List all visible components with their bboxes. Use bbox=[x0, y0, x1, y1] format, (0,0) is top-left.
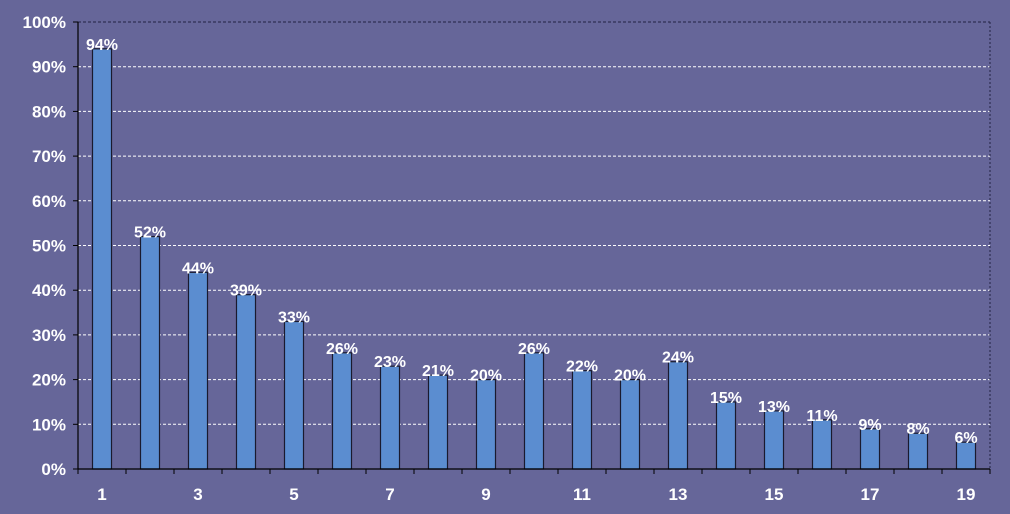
bar bbox=[331, 352, 353, 470]
data-label: 21% bbox=[422, 363, 454, 380]
bar bbox=[667, 361, 689, 470]
y-tick-label: 60% bbox=[32, 192, 66, 211]
y-tick-label: 20% bbox=[32, 371, 66, 390]
data-label: 11% bbox=[806, 408, 837, 425]
data-label: 24% bbox=[662, 350, 694, 367]
bar bbox=[139, 235, 161, 470]
bar bbox=[379, 365, 401, 470]
x-tick-label: 5 bbox=[289, 485, 298, 504]
x-tick-label: 11 bbox=[573, 485, 591, 504]
data-label: 20% bbox=[614, 368, 646, 385]
y-tick-label: 30% bbox=[32, 326, 66, 345]
bar bbox=[427, 374, 449, 470]
y-tick-label: 90% bbox=[32, 58, 66, 77]
data-label: 9% bbox=[858, 417, 881, 434]
x-tick-labels: 1 3 5 7 9 11 13 15 17 19 bbox=[97, 485, 975, 504]
data-label: 26% bbox=[326, 341, 358, 358]
bar bbox=[715, 401, 737, 470]
data-label: 15% bbox=[710, 390, 742, 407]
bar bbox=[523, 352, 545, 470]
x-tick-label: 15 bbox=[765, 485, 784, 504]
x-tick-label: 7 bbox=[385, 485, 394, 504]
bar bbox=[187, 271, 209, 470]
y-tick-label: 40% bbox=[32, 281, 66, 300]
data-label: 39% bbox=[230, 283, 262, 300]
data-label: 6% bbox=[954, 430, 977, 447]
data-label: 22% bbox=[566, 359, 598, 376]
bar bbox=[283, 320, 305, 470]
x-tick-label: 17 bbox=[861, 485, 880, 504]
bar bbox=[571, 370, 593, 470]
data-labels: 94% 52% 44% 39% 33% 26% 23% 21% 20% 26% 22% 20% 24% 1… bbox=[86, 37, 978, 447]
data-label: 44% bbox=[182, 260, 214, 277]
bar bbox=[235, 294, 257, 470]
bar bbox=[859, 428, 881, 470]
x-tick-label: 19 bbox=[957, 485, 976, 504]
x-tick-label: 1 bbox=[97, 485, 106, 504]
data-label: 52% bbox=[134, 225, 166, 242]
axes bbox=[73, 21, 991, 474]
x-tick-label: 3 bbox=[193, 485, 202, 504]
bar bbox=[91, 48, 113, 470]
data-label: 8% bbox=[906, 421, 929, 438]
data-label: 20% bbox=[470, 368, 502, 385]
x-tick-label: 9 bbox=[481, 485, 490, 504]
data-label: 94% bbox=[86, 37, 118, 54]
bar bbox=[619, 379, 641, 470]
data-label: 26% bbox=[518, 341, 550, 358]
y-tick-label: 10% bbox=[32, 415, 66, 434]
x-tick-label: 13 bbox=[669, 485, 688, 504]
data-label: 23% bbox=[374, 354, 406, 371]
y-tick-label: 50% bbox=[32, 237, 66, 256]
y-tick-label: 70% bbox=[32, 147, 66, 166]
y-tick-label: 0% bbox=[41, 460, 66, 479]
bars bbox=[91, 48, 977, 470]
bar bbox=[763, 410, 785, 470]
y-tick-label: 100% bbox=[23, 13, 66, 32]
bar bbox=[811, 419, 833, 470]
y-tick-label: 80% bbox=[32, 102, 66, 121]
bar bbox=[475, 379, 497, 470]
data-label: 33% bbox=[278, 309, 310, 326]
y-tick-labels: 0% 10% 20% 30% 40% 50% 60% 70% 80% 90% 100% bbox=[23, 13, 66, 479]
data-label: 13% bbox=[758, 399, 790, 416]
bar bbox=[907, 432, 929, 470]
